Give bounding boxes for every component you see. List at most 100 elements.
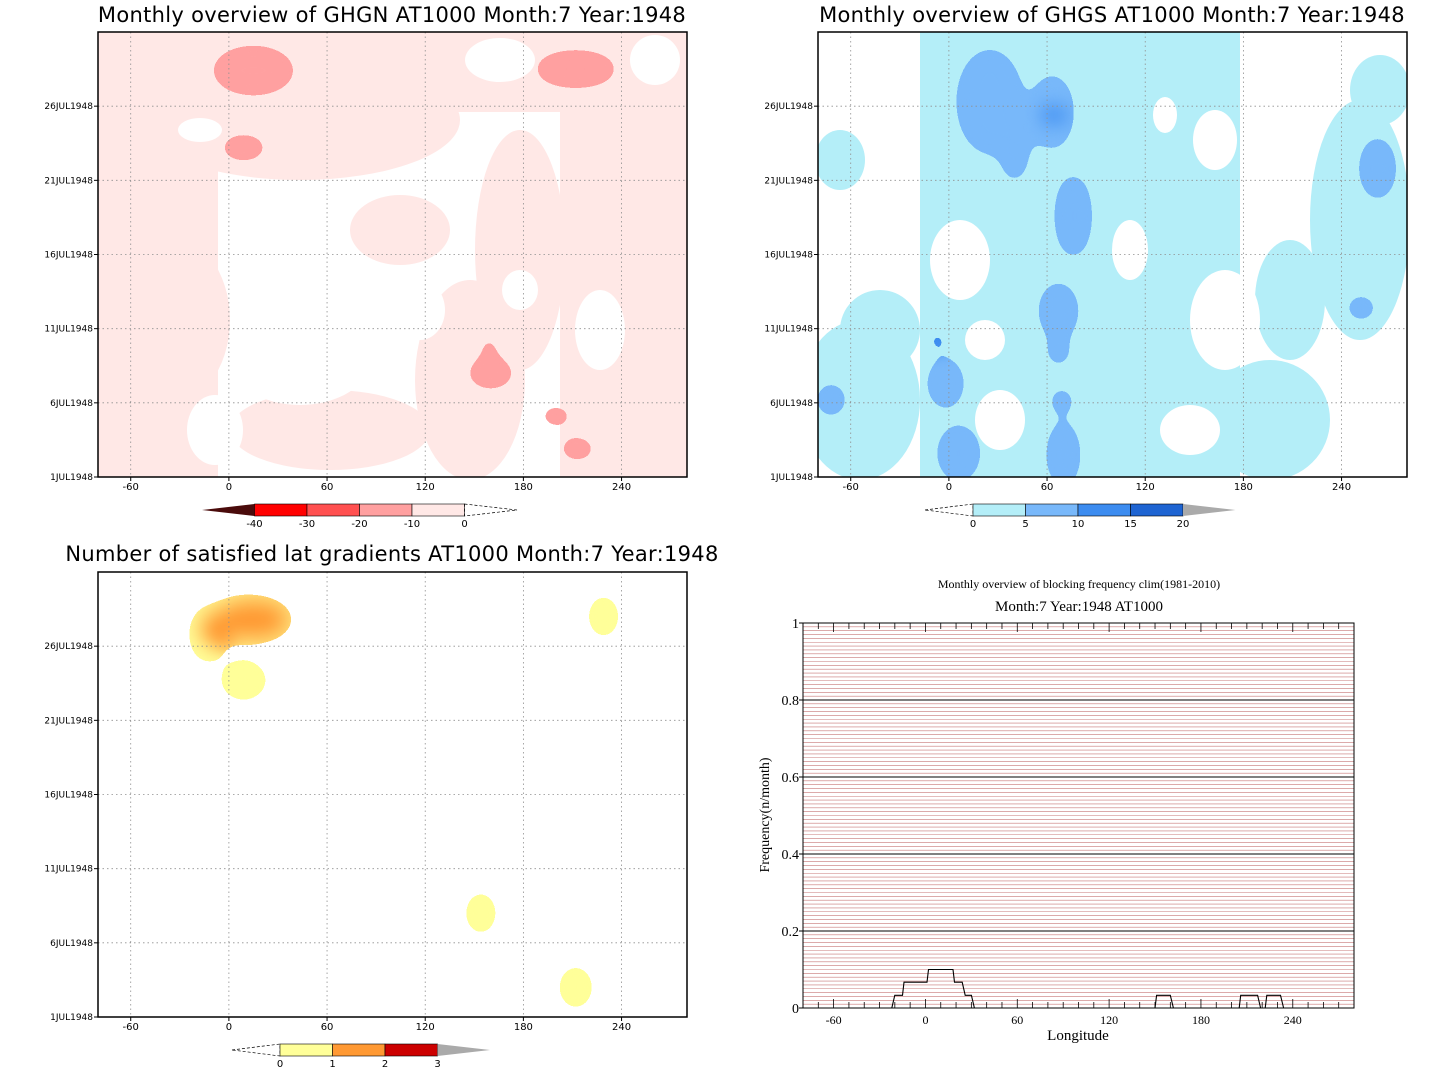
contour-region: [478, 336, 500, 354]
x-axis: -60 0 60 120 180 240: [817, 623, 1340, 1027]
y-tick-label: 1JUL1948: [770, 473, 813, 483]
y-tick-label: 16JUL1948: [44, 251, 93, 261]
colorbar: 0 5 10 15 20: [924, 503, 1236, 530]
x-tick-label: 180: [514, 1022, 533, 1033]
contour-region: [201, 611, 234, 648]
panel-ghgs: Monthly overview of GHGS AT1000 Month:7 …: [764, 3, 1408, 530]
y-tick-label: 0.4: [782, 848, 800, 863]
x-tick-label: 120: [416, 482, 435, 493]
x-tick-label: 60: [321, 1022, 334, 1033]
colorbar-label: -40: [246, 519, 262, 530]
panel-ghgn: Monthly overview of GHGN AT1000 Month:7 …: [44, 3, 688, 530]
y-tick-label: 21JUL1948: [44, 716, 93, 726]
chart-title: Number of satisfied lat gradients AT1000…: [65, 542, 718, 566]
contour-region: [587, 594, 620, 639]
x-tick-label: 0: [226, 482, 232, 493]
y-tick-label: 11JUL1948: [44, 865, 93, 875]
y-tick-label: 11JUL1948: [764, 325, 813, 335]
y-tick-label: 1JUL1948: [50, 473, 93, 483]
y-axis: 1JUL1948 6JUL1948 11JUL1948 16JUL1948 21JUL1…: [764, 102, 818, 483]
colorbar-label: -10: [404, 519, 420, 530]
y-tick-label: 16JUL1948: [44, 791, 93, 801]
x-tick-label: -60: [826, 1013, 842, 1027]
colorbar-cell: [1130, 503, 1184, 517]
contour-region: [1049, 386, 1075, 417]
panel-blocking-frequency: Monthly overview of blocking frequency c…: [758, 577, 1355, 1044]
x-tick-label: 240: [612, 1022, 631, 1033]
colorbar-cell: [332, 1043, 386, 1057]
contour-region: [998, 103, 1031, 184]
contour-region: [219, 134, 268, 162]
contour-region: [558, 436, 597, 461]
chart-title: Monthly overview of blocking frequency c…: [938, 577, 1220, 591]
x-tick-label: 0: [946, 482, 952, 493]
y-tick-label: 0.8: [782, 694, 800, 709]
grid: [803, 626, 1354, 1005]
white-holes: [178, 35, 680, 465]
x-tick-label: 60: [1011, 1013, 1023, 1027]
colorbar-cell: [1077, 503, 1131, 517]
y-tick-label: 21JUL1948: [764, 176, 813, 186]
colorbar-extend-low: [231, 1043, 281, 1057]
y-axis: 0 0.2 0.4 0.6 0.8 1: [782, 617, 803, 1017]
contour-layer: [188, 594, 620, 1010]
x-tick-label: 240: [1332, 482, 1351, 493]
contour-region: [818, 382, 847, 418]
y-tick-label: 21JUL1948: [44, 176, 93, 186]
colorbar-extend-low: [924, 503, 974, 517]
x-tick-label: 60: [1041, 482, 1054, 493]
x-axis-label: Longitude: [1047, 1028, 1109, 1044]
contour-region: [466, 356, 515, 390]
zero-level-field: [98, 32, 687, 477]
x-tick-label: 180: [1192, 1013, 1210, 1027]
colorbar-label: 0: [970, 519, 976, 530]
x-tick-label: 120: [416, 1022, 435, 1033]
x-tick-label: 240: [1284, 1013, 1302, 1027]
contour-region: [1045, 420, 1081, 477]
x-tick-label: 60: [321, 482, 334, 493]
y-tick-label: 11JUL1948: [44, 325, 93, 335]
colorbar-label: -30: [299, 519, 315, 530]
contour-region: [1045, 337, 1072, 368]
colorbar-cell: [306, 503, 360, 517]
y-tick-label: 26JUL1948: [44, 642, 93, 652]
contour-region: [558, 965, 594, 1010]
x-axis: -60 0 60 120 180 240: [843, 477, 1351, 493]
contour-region: [1358, 135, 1397, 202]
contour-regions: [188, 594, 620, 1010]
y-tick-label: 0: [792, 1002, 799, 1017]
contour-layer: [98, 32, 687, 477]
colorbar-extend-high: [464, 503, 518, 517]
chart-title: Monthly overview of GHGS AT1000 Month:7 …: [819, 3, 1405, 27]
x-axis: -60 0 60 120 180 240: [123, 477, 631, 493]
colorbar-cell: [1025, 503, 1079, 517]
colorbar-extend-high: [437, 1044, 490, 1056]
chart-subtitle: Month:7 Year:1948 AT1000: [995, 599, 1163, 615]
colorbar-cell: [384, 1043, 438, 1057]
y-tick-label: 26JUL1948: [44, 102, 93, 112]
contour-region: [1183, 244, 1202, 262]
x-tick-label: -60: [843, 482, 859, 493]
colorbar-label: 0: [277, 1059, 283, 1070]
colorbar-label: -20: [351, 519, 367, 530]
white-holes: [930, 97, 1260, 455]
y-tick-label: 0.2: [782, 925, 800, 940]
y-axis: 1JUL1948 6JUL1948 11JUL1948 16JUL1948 21JUL1…: [44, 102, 98, 483]
colorbar-label: 1: [329, 1059, 335, 1070]
contour-region: [936, 423, 982, 477]
colorbar-label: 15: [1124, 519, 1137, 530]
colorbar-cell: [411, 503, 465, 517]
contour-regions: [211, 45, 618, 461]
contour-region: [533, 49, 618, 89]
y-tick-label: 26JUL1948: [764, 102, 813, 112]
y-tick-label: 16JUL1948: [764, 251, 813, 261]
grid: [98, 572, 687, 1017]
colorbar-label: 3: [434, 1059, 440, 1070]
x-tick-label: 0: [922, 1013, 928, 1027]
colorbar-extend-low: [202, 504, 255, 516]
contour-region: [926, 356, 965, 411]
x-tick-label: 0: [226, 1022, 232, 1033]
colorbar-cell: [359, 503, 413, 517]
colorbar-label: 5: [1022, 519, 1028, 530]
